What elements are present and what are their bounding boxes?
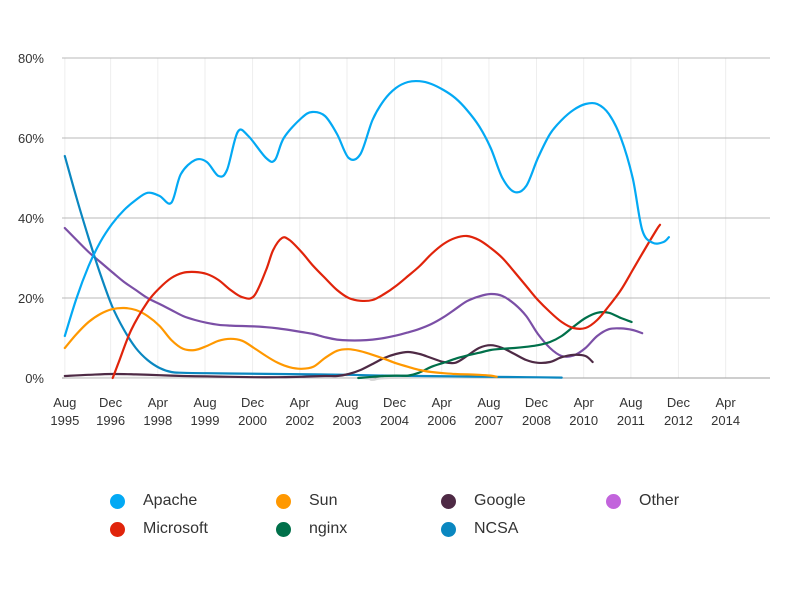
x-tick-year: 2012	[664, 413, 693, 428]
y-tick-label: 40%	[18, 211, 44, 226]
legend-swatch	[276, 521, 291, 537]
legend-swatch	[441, 493, 456, 509]
series	[63, 79, 670, 382]
grid	[62, 57, 770, 379]
x-tick-year: 1995	[50, 413, 79, 428]
series-line-google	[63, 344, 594, 379]
x-tick-year: 1996	[96, 413, 125, 428]
legend: Apache Sun Google Other Microsoft nginx NCSA	[0, 486, 800, 546]
legend-item-google[interactable]: Google	[441, 488, 526, 514]
series-line-apache	[63, 79, 670, 338]
x-tick-month: Dec	[667, 395, 691, 410]
x-tick-year: 2000	[238, 413, 267, 428]
x-tick-year: 1999	[191, 413, 220, 428]
legend-label: Sun	[309, 492, 338, 509]
x-tick-year: 2003	[333, 413, 362, 428]
x-tick-month: Apr	[716, 395, 737, 410]
legend-swatch	[441, 521, 456, 537]
x-tick-year: 2007	[474, 413, 503, 428]
legend-item-apache[interactable]: Apache	[110, 488, 197, 514]
x-tick-month: Dec	[241, 395, 265, 410]
x-tick-month: Aug	[619, 395, 642, 410]
x-tick-month: Aug	[477, 395, 500, 410]
x-tick-month: Apr	[432, 395, 453, 410]
x-tick-month: Dec	[525, 395, 549, 410]
y-tick-label: 80%	[18, 51, 44, 66]
axes: 0% 20% 40% 60% 80% Aug 1995 Dec 1996 Apr 1998 Aug 19…	[18, 51, 740, 428]
legend-label: Apache	[143, 492, 198, 509]
x-tick-month: Apr	[148, 395, 169, 410]
series-line-nginx	[357, 311, 633, 380]
x-tick-month: Aug	[53, 395, 76, 410]
x-tick-month: Aug	[193, 395, 216, 410]
x-tick-year: 2011	[617, 413, 645, 428]
x-tick-month: Apr	[290, 395, 311, 410]
x-tick-month: Dec	[99, 395, 123, 410]
legend-label: Google	[474, 492, 526, 509]
series-line-ncsa	[63, 154, 563, 379]
legend-label: nginx	[309, 520, 348, 537]
x-tick-month: Dec	[383, 395, 407, 410]
y-tick-label: 0%	[25, 371, 44, 386]
x-tick-year: 2006	[427, 413, 456, 428]
y-tick-label: 20%	[18, 291, 44, 306]
x-tick-year: 2004	[380, 413, 409, 428]
legend-swatch	[276, 493, 291, 509]
legend-item-other[interactable]: Other	[606, 488, 679, 514]
legend-label: Microsoft	[143, 520, 208, 537]
x-tick-year: 1998	[143, 413, 172, 428]
x-tick-year: 2010	[569, 413, 598, 428]
x-tick-month: Aug	[335, 395, 358, 410]
y-tick-label: 60%	[18, 131, 44, 146]
series-line-sun	[63, 306, 498, 378]
legend-item-nginx[interactable]: nginx	[276, 516, 347, 542]
legend-swatch	[110, 521, 125, 537]
legend-swatch	[606, 493, 621, 509]
legend-swatch	[110, 493, 125, 509]
x-tick-year: 2014	[711, 413, 740, 428]
legend-label: Other	[639, 492, 680, 509]
legend-label: NCSA	[474, 520, 519, 537]
x-tick-year: 2008	[522, 413, 551, 428]
series-line-microsoft	[111, 223, 662, 380]
line-chart: 0% 20% 40% 60% 80% Aug 1995 Dec 1996 Apr 1998 Aug 19…	[18, 51, 770, 428]
legend-item-microsoft[interactable]: Microsoft	[110, 516, 208, 542]
x-tick-month: Apr	[574, 395, 595, 410]
legend-item-sun[interactable]: Sun	[276, 488, 337, 514]
x-tick-year: 2002	[285, 413, 314, 428]
legend-item-ncsa[interactable]: NCSA	[441, 516, 518, 542]
series-line-other	[63, 226, 644, 358]
